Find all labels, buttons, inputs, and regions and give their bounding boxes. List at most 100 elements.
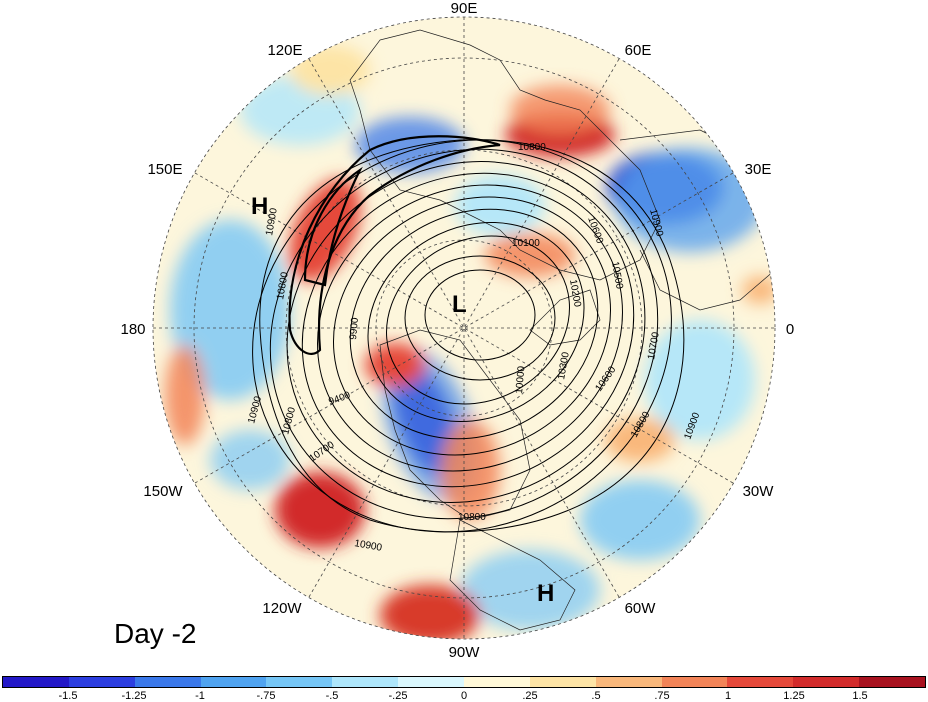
colorbar-segment xyxy=(3,677,69,687)
pos-anomaly-mid-atlantic xyxy=(605,418,675,462)
contour-label: 10000 xyxy=(514,365,527,394)
contour-label: 10800 xyxy=(275,271,291,301)
polar-stereographic-map: 10800 10600 10900 10100 10200 10500 1090… xyxy=(120,0,794,661)
jet-streak-contours xyxy=(288,135,501,355)
high-pressure-label-150e: H xyxy=(251,193,268,220)
pos-anomaly-central-pacific xyxy=(165,345,205,445)
longitude-labels: 90E 60E 30E 0 30W 60W 90W 120W 150W 180 … xyxy=(120,0,794,661)
contour-inner-1 xyxy=(424,269,536,361)
contour-10900-outer xyxy=(259,139,685,533)
greenland-coast xyxy=(529,289,601,346)
contour-label: 10300 xyxy=(556,351,572,381)
contour-label: 10100 xyxy=(512,238,540,249)
colorbar-segment xyxy=(595,677,662,687)
colorbar-tick-label: 1.25 xyxy=(783,690,805,702)
anomaly-blobs xyxy=(165,45,775,639)
contour-label: 10700 xyxy=(646,331,662,361)
colorbar-tick-label: .75 xyxy=(654,690,670,702)
colorbar-tick-label: -1.5 xyxy=(58,690,78,702)
lat-circle-30 xyxy=(193,57,735,599)
colorbar-tick-label: -.25 xyxy=(388,690,408,702)
jet-streak-1 xyxy=(288,135,501,355)
colorbar-segment xyxy=(859,677,926,687)
colorbar-tick-labels: -1.5 -1.25 -1 -.75 -.5 -.25 0 .25 .5 .75 1 1.25 1.5 xyxy=(2,690,926,702)
colorbar-tick-label: .5 xyxy=(591,690,601,702)
contour-inner-3 xyxy=(386,235,570,405)
neg-anomaly-pacific xyxy=(170,220,290,400)
colorbar-segment xyxy=(332,677,399,687)
lon-label-150w: 150W xyxy=(143,483,183,500)
neg-anomaly-south-atlantic xyxy=(460,550,600,630)
meridian-60e-120w xyxy=(308,58,620,598)
meridian-30w-150e xyxy=(194,172,734,484)
colorbar-segment xyxy=(464,677,530,687)
eurasia-coast xyxy=(349,29,661,281)
day-title: Day -2 xyxy=(114,618,197,649)
pos-anomaly-mexico xyxy=(380,585,480,639)
contour-label: 10800 xyxy=(518,142,546,153)
lon-label-120e: 120E xyxy=(267,42,302,59)
lon-label-150e: 150E xyxy=(147,161,182,178)
lon-label-30e: 30E xyxy=(745,161,772,178)
low-pressure-label-pole: L xyxy=(452,291,467,318)
contour-mid-2 xyxy=(349,208,599,440)
contour-label: 10800 xyxy=(458,512,486,523)
colorbar-tick-label: .25 xyxy=(522,690,538,702)
colorbar-segment xyxy=(793,677,860,687)
jet-streak-2 xyxy=(303,166,363,287)
contour-outer-2 xyxy=(269,148,659,520)
colorbar-segment xyxy=(68,677,135,687)
neg-anomaly-europe-halo xyxy=(615,148,765,252)
colorbar-segment xyxy=(266,677,333,687)
colorbar-tick-label: -.75 xyxy=(256,690,276,702)
neg-anomaly-east-atlantic xyxy=(645,320,755,440)
pos-anomaly-africa xyxy=(742,276,775,304)
contour-label: 10900 xyxy=(353,538,383,554)
colorbar-tick-label: -.5 xyxy=(325,690,339,702)
contour-mid-5 xyxy=(301,172,635,488)
lon-label-90e: 90E xyxy=(451,0,478,17)
lon-label-120w: 120W xyxy=(262,600,302,617)
neg-anomaly-siberia xyxy=(455,175,545,235)
contour-labels: 10800 10600 10900 10100 10200 10500 1090… xyxy=(246,142,702,554)
contour-label: 10900 xyxy=(264,207,280,237)
colorbar-tick-label: -1 xyxy=(195,690,205,702)
colorbar xyxy=(2,676,926,688)
pos-anomaly-ural-halo xyxy=(510,85,610,135)
lon-label-0: 0 xyxy=(786,321,794,338)
lon-label-90w: 90W xyxy=(449,644,481,661)
colorbar-tick-label: 1 xyxy=(724,690,732,702)
pos-anomaly-ne-pacific xyxy=(275,472,365,548)
colorbar-segment xyxy=(661,677,728,687)
map-border xyxy=(152,16,776,640)
contour-mid-3 xyxy=(333,196,611,456)
central-america-coast xyxy=(449,519,576,631)
colorbar-segment xyxy=(134,677,201,687)
neg-anomaly-ne-pacific xyxy=(210,430,290,490)
contour-mid-1 xyxy=(367,221,585,423)
contour-outer-3 xyxy=(252,139,672,533)
neg-anomaly-atlantic xyxy=(580,480,700,560)
colorbar-tick-label: -1.25 xyxy=(121,690,147,702)
contour-label: 9900 xyxy=(348,317,361,341)
lon-label-60e: 60E xyxy=(625,42,652,59)
lon-label-60w: 60W xyxy=(625,600,657,617)
lon-label-180: 180 xyxy=(120,321,145,338)
pos-anomaly-alaska xyxy=(365,343,425,387)
height-contours xyxy=(252,139,685,533)
contour-mid-4 xyxy=(317,184,623,472)
colorbar-tick-label: 0 xyxy=(460,690,468,702)
colorbar-segment xyxy=(529,677,596,687)
north-america-coast xyxy=(379,329,531,521)
contour-outer-1 xyxy=(286,161,646,503)
colorbar-tick-label: 1.5 xyxy=(852,690,868,702)
lon-label-30w: 30W xyxy=(743,483,775,500)
contour-label: 10200 xyxy=(567,279,583,309)
contour-label: 10500 xyxy=(609,261,625,291)
contour-inner-2 xyxy=(404,255,556,381)
high-pressure-label-60w: H xyxy=(537,580,554,607)
colorbar-segment xyxy=(727,677,794,687)
anomaly-field: 10800 10600 10900 10100 10200 10500 1090… xyxy=(153,17,775,639)
colorbar-segment xyxy=(200,677,267,687)
meridian-60w-120e xyxy=(308,58,620,598)
